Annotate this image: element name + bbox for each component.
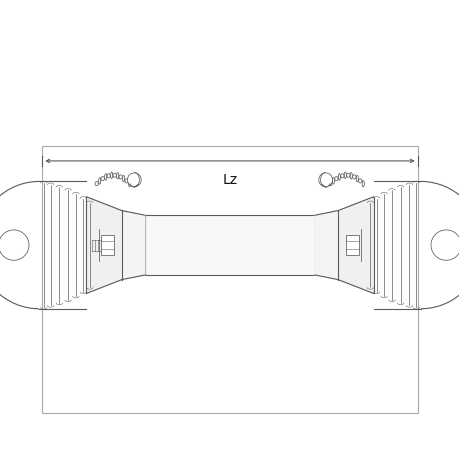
Bar bbox=[145, 216, 314, 275]
Circle shape bbox=[318, 174, 332, 187]
Ellipse shape bbox=[349, 173, 352, 179]
Polygon shape bbox=[86, 197, 122, 294]
Ellipse shape bbox=[328, 182, 331, 186]
Ellipse shape bbox=[355, 176, 358, 182]
Ellipse shape bbox=[107, 174, 110, 179]
Polygon shape bbox=[337, 197, 373, 294]
Ellipse shape bbox=[343, 173, 346, 179]
Polygon shape bbox=[314, 211, 337, 280]
Bar bbox=[101, 235, 114, 256]
Ellipse shape bbox=[98, 178, 101, 185]
Bar bbox=[345, 235, 358, 256]
Ellipse shape bbox=[352, 175, 355, 179]
Ellipse shape bbox=[104, 174, 106, 181]
Circle shape bbox=[127, 174, 141, 187]
Ellipse shape bbox=[128, 181, 130, 187]
Ellipse shape bbox=[122, 176, 124, 182]
Circle shape bbox=[0, 230, 29, 261]
Ellipse shape bbox=[331, 178, 334, 185]
Ellipse shape bbox=[113, 174, 116, 178]
Ellipse shape bbox=[346, 174, 349, 178]
Ellipse shape bbox=[110, 173, 112, 179]
Ellipse shape bbox=[340, 174, 343, 179]
Bar bbox=[42, 147, 417, 413]
Ellipse shape bbox=[116, 173, 118, 179]
Circle shape bbox=[430, 230, 459, 261]
Ellipse shape bbox=[119, 175, 122, 179]
Ellipse shape bbox=[95, 182, 98, 186]
Text: Lz: Lz bbox=[222, 173, 237, 187]
Ellipse shape bbox=[101, 177, 104, 181]
Polygon shape bbox=[122, 211, 145, 280]
Ellipse shape bbox=[125, 179, 128, 184]
Ellipse shape bbox=[361, 181, 364, 187]
Ellipse shape bbox=[334, 177, 337, 181]
Ellipse shape bbox=[358, 179, 361, 184]
Ellipse shape bbox=[337, 174, 340, 181]
